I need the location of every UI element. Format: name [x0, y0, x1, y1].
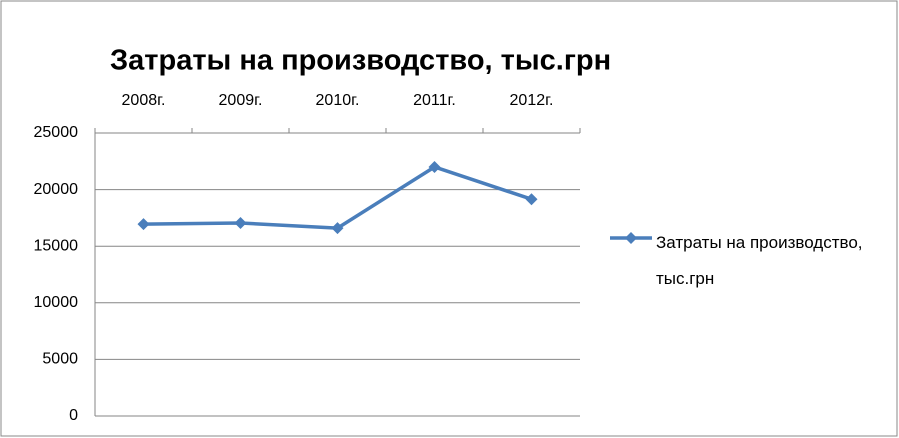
data-point	[234, 216, 247, 229]
y-tick-label: 10000	[34, 294, 79, 311]
data-point	[428, 160, 441, 173]
x-tick-label: 2008г.	[122, 92, 166, 109]
data-point	[331, 222, 344, 235]
data-point	[525, 193, 538, 206]
legend-label: Затраты на производство, тыс.грн	[656, 233, 863, 288]
y-tick-label: 0	[69, 407, 78, 424]
y-tick-label: 20000	[34, 181, 79, 198]
x-tick-label: 2009г.	[219, 92, 263, 109]
x-tick-label: 2010г.	[316, 92, 360, 109]
y-tick-label: 25000	[34, 124, 79, 141]
chart-title: Затраты на производство, тыс.грн	[110, 45, 611, 77]
x-tick-label: 2011г.	[413, 92, 456, 109]
y-tick-label: 5000	[42, 351, 78, 368]
data-point	[137, 218, 150, 231]
y-tick-label: 15000	[34, 237, 79, 254]
x-tick-label: 2012г.	[510, 92, 554, 109]
legend-marker	[625, 232, 637, 244]
